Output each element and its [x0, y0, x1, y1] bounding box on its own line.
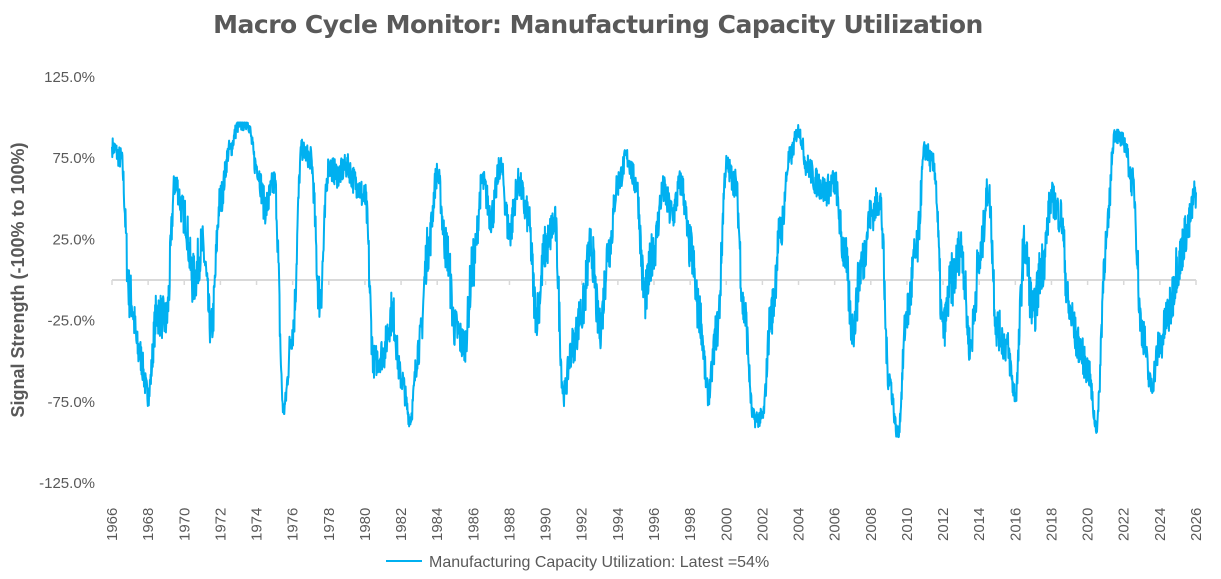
series-line [111, 121, 1197, 439]
x-tick-label: 1994 [610, 508, 627, 541]
x-tick-label: 2022 [1116, 508, 1133, 541]
x-tick-label: 2018 [1043, 508, 1060, 541]
x-tick-label: 1980 [357, 508, 374, 541]
x-tick-label: 1970 [176, 508, 193, 541]
legend-label: Manufacturing Capacity Utilization: Late… [429, 554, 769, 571]
x-tick-label: 1972 [212, 508, 229, 541]
y-tick-label: -125.0% [39, 475, 95, 492]
x-tick-label: 2008 [863, 508, 880, 541]
x-tick-label: 1986 [465, 508, 482, 541]
y-tick-label: -25.0% [47, 313, 95, 330]
x-tick-label: 2014 [971, 508, 988, 541]
x-tick-label: 1966 [104, 508, 121, 541]
x-tick-label: 2012 [935, 508, 952, 541]
x-tick-label: 2000 [718, 508, 735, 541]
chart-title: Macro Cycle Monitor: Manufacturing Capac… [213, 10, 983, 39]
legend: Manufacturing Capacity Utilization: Late… [386, 554, 769, 571]
x-tick-label: 1998 [682, 508, 699, 541]
x-tick-label: 1976 [285, 508, 302, 541]
x-tick-label: 2006 [827, 508, 844, 541]
x-tick-label: 1974 [249, 508, 266, 541]
y-axis-label: Signal Strength (-100% to 100%) [8, 142, 28, 417]
x-tick-label: 1984 [429, 508, 446, 541]
x-tick-label: 1968 [140, 508, 157, 541]
x-tick-label: 2024 [1152, 508, 1169, 541]
y-tick-label: 125.0% [44, 69, 95, 86]
x-tick-label: 2002 [754, 508, 771, 541]
x-tick-label: 2004 [791, 508, 808, 541]
x-tick-label: 2026 [1188, 508, 1205, 541]
x-tick-label: 2010 [899, 508, 916, 541]
x-tick-label: 1978 [321, 508, 338, 541]
x-tick-label: 1988 [501, 508, 518, 541]
y-tick-label: 25.0% [52, 231, 95, 248]
x-tick-label: 1990 [538, 508, 555, 541]
x-tick-label: 1996 [646, 508, 663, 541]
x-tick-label: 2016 [1007, 508, 1024, 541]
x-tick-label: 2020 [1080, 508, 1097, 541]
x-tick-label: 1982 [393, 508, 410, 541]
x-tick-label: 1992 [574, 508, 591, 541]
y-tick-label: -75.0% [47, 394, 95, 411]
y-tick-label: 75.0% [52, 150, 95, 167]
